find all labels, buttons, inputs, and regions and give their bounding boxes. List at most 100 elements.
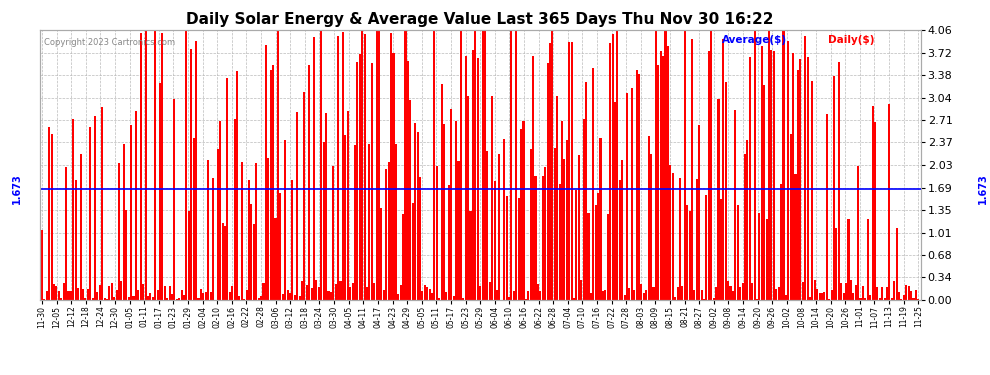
Bar bbox=[133, 296, 135, 300]
Bar bbox=[378, 30, 380, 300]
Bar bbox=[320, 30, 323, 300]
Bar bbox=[751, 283, 753, 300]
Bar bbox=[446, 292, 447, 300]
Bar bbox=[241, 162, 243, 300]
Bar bbox=[450, 109, 452, 300]
Bar bbox=[222, 224, 224, 300]
Bar bbox=[511, 30, 513, 300]
Bar bbox=[898, 292, 900, 300]
Bar bbox=[602, 291, 604, 300]
Bar bbox=[905, 285, 907, 300]
Bar bbox=[799, 59, 801, 300]
Bar bbox=[561, 121, 563, 300]
Bar bbox=[149, 293, 151, 300]
Bar bbox=[770, 51, 772, 300]
Bar bbox=[718, 99, 720, 300]
Bar bbox=[634, 290, 636, 300]
Bar bbox=[525, 299, 527, 300]
Bar bbox=[506, 196, 508, 300]
Bar bbox=[457, 161, 459, 300]
Bar bbox=[46, 291, 48, 300]
Bar bbox=[70, 291, 72, 300]
Bar bbox=[667, 46, 669, 300]
Bar bbox=[587, 213, 589, 300]
Bar bbox=[753, 30, 755, 300]
Bar bbox=[190, 48, 192, 300]
Bar bbox=[212, 178, 214, 300]
Bar bbox=[913, 298, 915, 300]
Bar bbox=[286, 290, 288, 300]
Bar bbox=[740, 287, 742, 300]
Bar bbox=[826, 114, 828, 300]
Bar bbox=[654, 30, 657, 300]
Bar bbox=[540, 291, 542, 300]
Bar bbox=[267, 158, 269, 300]
Bar bbox=[57, 291, 59, 300]
Bar bbox=[600, 138, 602, 300]
Bar bbox=[383, 291, 385, 300]
Bar bbox=[857, 166, 859, 300]
Bar bbox=[503, 138, 505, 300]
Bar bbox=[659, 51, 661, 300]
Bar bbox=[145, 30, 147, 300]
Bar bbox=[173, 99, 175, 300]
Bar bbox=[99, 285, 101, 300]
Bar bbox=[888, 104, 890, 300]
Bar bbox=[727, 282, 729, 300]
Bar bbox=[156, 291, 158, 300]
Bar bbox=[236, 71, 238, 300]
Bar bbox=[869, 295, 871, 300]
Bar bbox=[720, 199, 722, 300]
Bar bbox=[409, 100, 412, 300]
Bar bbox=[185, 30, 187, 300]
Bar bbox=[701, 290, 703, 300]
Bar bbox=[645, 290, 647, 300]
Bar bbox=[274, 218, 276, 300]
Bar bbox=[585, 82, 587, 300]
Bar bbox=[159, 83, 161, 300]
Bar bbox=[82, 290, 84, 300]
Bar bbox=[337, 36, 340, 300]
Bar bbox=[67, 291, 69, 300]
Bar bbox=[130, 125, 132, 300]
Bar bbox=[349, 287, 351, 300]
Bar bbox=[311, 288, 313, 300]
Bar bbox=[368, 144, 370, 300]
Bar bbox=[55, 286, 57, 300]
Bar bbox=[143, 284, 145, 300]
Bar bbox=[681, 286, 683, 300]
Bar bbox=[862, 286, 864, 300]
Bar bbox=[523, 122, 525, 300]
Bar bbox=[530, 149, 532, 300]
Bar bbox=[361, 30, 363, 300]
Bar bbox=[257, 298, 259, 300]
Bar bbox=[528, 291, 530, 300]
Bar bbox=[607, 213, 609, 300]
Bar bbox=[578, 155, 580, 300]
Bar bbox=[234, 119, 236, 300]
Bar bbox=[563, 159, 565, 300]
Bar bbox=[831, 291, 833, 300]
Bar bbox=[706, 195, 708, 300]
Bar bbox=[481, 30, 483, 300]
Bar bbox=[795, 174, 797, 300]
Text: Copyright 2023 Cartronics.com: Copyright 2023 Cartronics.com bbox=[44, 38, 175, 47]
Bar bbox=[183, 295, 185, 300]
Text: Average($): Average($) bbox=[723, 35, 788, 45]
Bar bbox=[498, 154, 500, 300]
Bar bbox=[96, 292, 98, 300]
Bar bbox=[489, 282, 491, 300]
Bar bbox=[553, 148, 555, 300]
Bar bbox=[566, 140, 568, 300]
Bar bbox=[715, 287, 717, 300]
Bar bbox=[289, 293, 291, 300]
Bar bbox=[568, 42, 570, 300]
Bar bbox=[807, 57, 809, 300]
Bar bbox=[346, 111, 348, 300]
Bar bbox=[773, 51, 775, 300]
Bar bbox=[725, 82, 727, 300]
Bar bbox=[790, 134, 792, 300]
Bar bbox=[202, 293, 204, 300]
Bar bbox=[195, 40, 197, 300]
Bar bbox=[118, 163, 120, 300]
